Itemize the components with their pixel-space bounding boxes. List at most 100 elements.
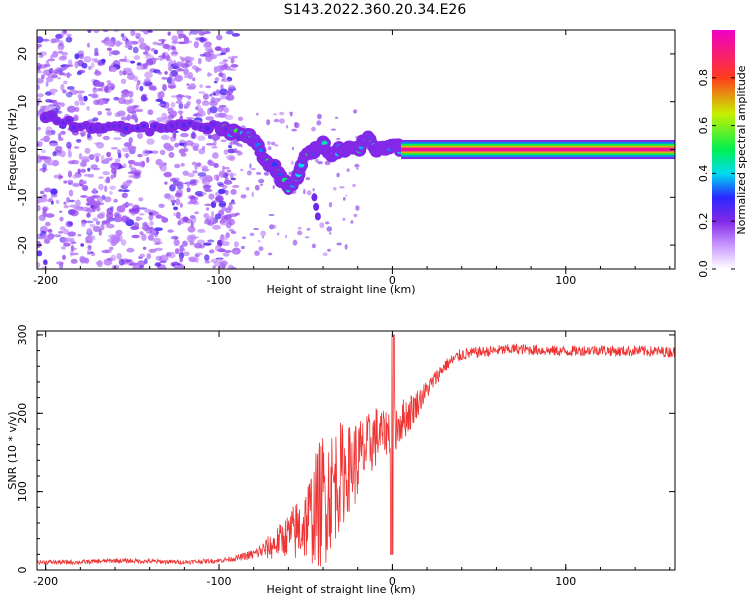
noise-blob	[108, 49, 112, 57]
noise-blob	[149, 220, 154, 227]
noise-blob	[96, 142, 105, 149]
noise-blob	[185, 117, 195, 120]
noise-blob	[186, 187, 191, 193]
noise-blob	[204, 260, 211, 264]
noise-blob	[43, 259, 48, 265]
noise-blob	[209, 100, 219, 107]
noise-blob	[45, 81, 49, 87]
noise-blob	[213, 139, 217, 147]
noise-blob	[96, 205, 101, 212]
noise-blob	[50, 188, 58, 196]
noise-blob	[203, 213, 210, 219]
noise-blob	[139, 253, 145, 258]
noise-blob	[336, 137, 341, 141]
noise-blob	[274, 144, 279, 147]
noise-blob	[53, 174, 60, 179]
y-tick-label: 10	[16, 95, 29, 109]
noise-blob	[257, 240, 261, 243]
noise-blob	[356, 167, 359, 170]
noise-blob	[273, 118, 280, 123]
noise-blob	[184, 36, 190, 45]
noise-blob	[96, 220, 100, 225]
colorbar-tick-label: 0.4	[697, 165, 710, 183]
noise-blob	[210, 258, 218, 263]
noise-blob	[67, 221, 73, 226]
noise-blob	[75, 199, 81, 207]
noise-blob	[104, 158, 112, 161]
noise-blob	[93, 99, 100, 106]
noise-blob	[306, 227, 311, 231]
noise-blob	[165, 54, 171, 62]
noise-blob	[178, 181, 183, 187]
colorbar-tick-label: 0.0	[697, 260, 710, 278]
noise-blob	[139, 231, 144, 236]
noise-blob	[93, 87, 97, 91]
y-tick-label: 0	[16, 146, 29, 153]
y-tick-label: 300	[16, 324, 29, 345]
track-blob	[313, 202, 320, 211]
noise-blob	[45, 76, 54, 83]
track-blob	[211, 122, 216, 127]
noise-blob	[158, 266, 167, 269]
noise-blob	[258, 246, 264, 252]
noise-blob	[292, 146, 294, 151]
noise-blob	[40, 138, 49, 141]
noise-blob	[224, 189, 229, 196]
noise-blob	[85, 240, 93, 244]
noise-blob	[219, 260, 228, 266]
noise-blob	[219, 105, 227, 108]
noise-blob	[37, 62, 42, 70]
noise-blob	[182, 170, 189, 176]
noise-blob	[106, 212, 114, 220]
noise-blob	[331, 128, 336, 131]
noise-blob	[37, 78, 44, 84]
noise-blob	[214, 97, 222, 101]
noise-blob	[97, 59, 103, 66]
track-blob	[55, 119, 60, 123]
noise-blob	[154, 233, 158, 238]
noise-blob	[79, 96, 84, 102]
x-axis-label: Height of straight line (km)	[266, 283, 415, 296]
noise-blob	[219, 52, 226, 55]
noise-blob	[138, 217, 143, 221]
noise-blob	[173, 264, 181, 269]
noise-blob	[272, 185, 275, 190]
noise-blob	[88, 154, 95, 161]
noise-blob	[205, 218, 210, 221]
noise-blob	[125, 216, 131, 222]
noise-blob	[54, 145, 63, 152]
noise-blob	[225, 218, 234, 222]
noise-blob	[56, 261, 64, 265]
noise-blob	[144, 71, 153, 79]
noise-blob	[105, 108, 111, 111]
noise-blob	[115, 40, 121, 47]
noise-blob	[80, 243, 85, 247]
noise-blob	[317, 161, 323, 165]
noise-blob	[173, 236, 179, 240]
noise-blob	[59, 210, 63, 213]
noise-blob	[173, 59, 177, 66]
noise-blob	[267, 146, 272, 151]
noise-blob	[81, 221, 86, 228]
noise-blob	[196, 162, 202, 168]
noise-blob	[140, 30, 145, 33]
noise-blob	[110, 254, 117, 262]
track-blob	[314, 212, 321, 221]
noise-blob	[146, 138, 155, 145]
track-blob	[66, 118, 72, 122]
noise-blob	[37, 93, 44, 98]
noise-blob	[167, 114, 175, 119]
noise-blob	[154, 247, 163, 251]
noise-blob	[198, 107, 204, 114]
noise-blob	[148, 248, 157, 253]
noise-blob	[178, 102, 184, 110]
noise-blob	[223, 180, 233, 185]
noise-blob	[186, 181, 190, 187]
noise-blob	[355, 205, 360, 211]
track-blob	[311, 193, 318, 202]
noise-blob	[80, 195, 88, 198]
noise-blob	[213, 163, 219, 168]
noise-blob	[96, 213, 105, 219]
noise-blob	[168, 251, 176, 259]
noise-blob	[70, 244, 74, 252]
